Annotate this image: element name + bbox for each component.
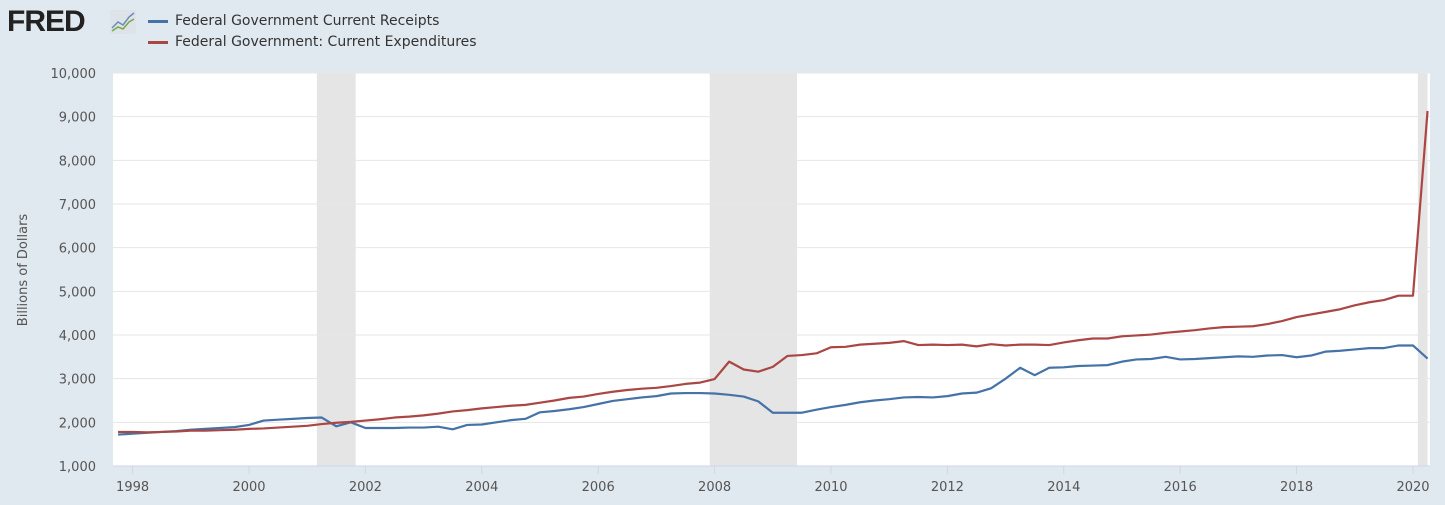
fred-logo[interactable]: FRED	[7, 5, 86, 39]
x-tick-label: 1998	[116, 480, 149, 495]
chart-line-icon	[110, 10, 136, 34]
x-tick-label: 2002	[349, 480, 382, 495]
recession-band	[316, 73, 356, 466]
x-tick-label: 2010	[814, 480, 847, 495]
x-tick-label: 2000	[232, 480, 265, 495]
x-tick-label: 2008	[698, 480, 731, 495]
y-tick-label: 9,000	[59, 111, 96, 126]
y-axis-label: Billions of Dollars	[16, 214, 31, 327]
legend-item-receipts[interactable]: Federal Government Current Receipts	[148, 13, 439, 29]
series-line-receipts	[117, 344, 1429, 436]
y-tick-label: 3,000	[59, 373, 96, 388]
x-tick-label: 2016	[1164, 480, 1197, 495]
y-tick-label: 4,000	[59, 329, 96, 344]
x-tick-label: 2018	[1280, 480, 1313, 495]
legend-label-receipts: Federal Government Current Receipts	[175, 13, 440, 29]
x-tick-label: 2012	[931, 480, 964, 495]
recession-band	[1417, 73, 1428, 466]
y-tick-label: 2,000	[59, 416, 96, 431]
recession-band	[709, 73, 798, 466]
y-tick-label: 10,000	[51, 67, 97, 82]
x-tick-label: 2020	[1396, 480, 1429, 495]
y-tick-label: 1,000	[59, 460, 96, 475]
y-tick-label: 8,000	[59, 154, 96, 169]
series-line-expenditures	[118, 110, 1429, 434]
y-tick-label: 5,000	[59, 285, 96, 300]
x-tick-label: 2004	[465, 480, 498, 495]
legend-item-expenditures[interactable]: Federal Government: Current Expenditures	[148, 34, 477, 50]
x-tick-label: 2014	[1047, 480, 1080, 495]
legend-label-expenditures: Federal Government: Current Expenditures	[175, 34, 477, 50]
legend-swatch-receipts	[148, 19, 168, 23]
y-tick-label: 6,000	[59, 242, 96, 257]
y-tick-label: 7,000	[59, 198, 96, 213]
logo-text: FRED	[7, 5, 86, 38]
legend-swatch-expenditures	[148, 40, 168, 44]
x-tick-label: 2006	[582, 480, 615, 495]
